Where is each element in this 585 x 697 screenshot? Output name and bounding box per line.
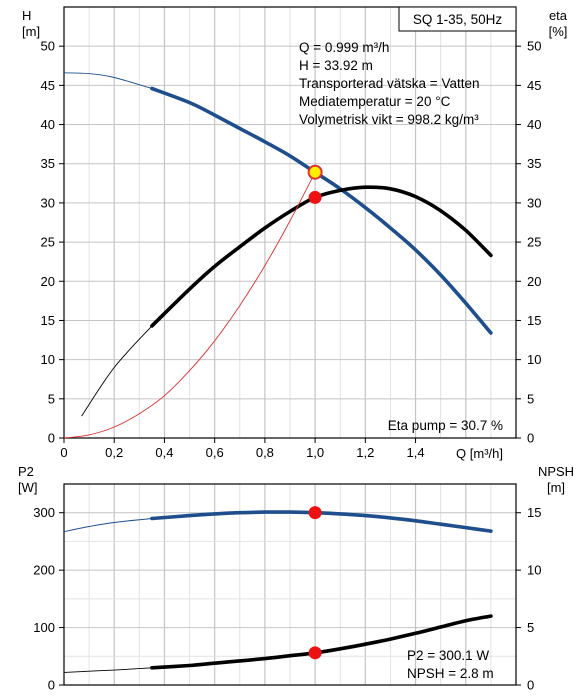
y2-axis-unit-npsh: [m] xyxy=(547,480,565,495)
system-curve xyxy=(63,172,316,439)
y2-axis-label-npsh: NPSH xyxy=(538,464,574,479)
y2-tick-label: 45 xyxy=(527,78,541,93)
x-tick-label: 0,6 xyxy=(206,445,224,460)
info-line-temperature: Mediatemperatur = 20 °C xyxy=(299,94,451,109)
npsh-duty-point xyxy=(308,646,322,660)
y2-tick-label: 30 xyxy=(527,195,541,210)
y2-tick-label: 0 xyxy=(527,431,534,446)
eta-pump-note: Eta pump = 30.7 % xyxy=(388,418,503,433)
top-ticks: 0 0,2 0,4 0,6 0,8 1,0 1,2 1,4 0 5 10 15 20 25 30 35 40 45… xyxy=(41,39,542,460)
eta-curve-extension xyxy=(81,325,153,417)
y2-tick-label: 15 xyxy=(527,313,541,328)
x-tick-label: 1,0 xyxy=(306,445,324,460)
head-curve xyxy=(150,86,493,335)
y-tick-label: 35 xyxy=(41,156,55,171)
y2-tick-label: 10 xyxy=(527,563,541,578)
y-tick-label: 20 xyxy=(41,274,55,289)
info-line-h: H = 33.92 m xyxy=(299,58,373,73)
operating-info: Q = 0.999 m³/h H = 33.92 m Transporterad… xyxy=(299,40,479,127)
y2-tick-label: 35 xyxy=(527,156,541,171)
y-tick-label: 300 xyxy=(33,505,55,520)
y-tick-label: 200 xyxy=(33,563,55,578)
y2-tick-label: 50 xyxy=(527,39,541,54)
y-tick-label: 0 xyxy=(48,678,55,693)
y-tick-label: 0 xyxy=(48,431,55,446)
p2-curve-extension xyxy=(63,518,152,533)
y2-tick-label: 5 xyxy=(527,620,534,635)
info-line-q: Q = 0.999 m³/h xyxy=(299,40,389,55)
x-tick-label: 1,2 xyxy=(356,445,374,460)
y2-axis-unit-eta: [%] xyxy=(549,24,568,39)
y-tick-label: 40 xyxy=(41,117,55,132)
y-axis-label-h: H xyxy=(22,8,31,23)
top-curves xyxy=(63,72,493,439)
y-tick-label: 100 xyxy=(33,620,55,635)
x-tick-label: 0,2 xyxy=(105,445,123,460)
y2-tick-label: 10 xyxy=(527,352,541,367)
power-npsh-panel: 0 100 200 300 0 5 10 15 P2 [W] NPSH [m] P2 = 30… xyxy=(18,464,574,693)
info-line-p2: P2 = 300.1 W xyxy=(407,648,489,663)
npsh-curve xyxy=(150,614,493,670)
performance-panel: 0 0,2 0,4 0,6 0,8 1,0 1,2 1,4 0 5 10 15 20 25 30 35 40 45… xyxy=(22,6,568,461)
y-tick-label: 10 xyxy=(41,352,55,367)
y2-axis-label-eta: eta xyxy=(549,8,568,23)
y2-tick-label: 20 xyxy=(527,274,541,289)
info-line-npsh: NPSH = 2.8 m xyxy=(407,666,494,681)
bottom-ticks: 0 100 200 300 0 5 10 15 xyxy=(33,505,541,692)
x-tick-label: 1,4 xyxy=(407,445,425,460)
head-duty-point xyxy=(307,164,323,180)
p2-duty-point xyxy=(308,506,322,520)
top-grid xyxy=(64,7,516,438)
y2-tick-label: 5 xyxy=(527,391,534,406)
npsh-curve-extension xyxy=(63,667,152,673)
x-axis-label-q: Q [m³/h] xyxy=(456,446,503,461)
top-plot-frame xyxy=(63,6,517,439)
y-tick-label: 5 xyxy=(48,391,55,406)
x-tick-label: 0 xyxy=(60,445,67,460)
bottom-curves xyxy=(63,506,493,673)
y2-tick-label: 0 xyxy=(527,678,534,693)
info-line-liquid: Transporterad vätska = Vatten xyxy=(299,76,479,91)
y2-tick-label: 15 xyxy=(527,505,541,520)
info-line-density: Volymetrisk vikt = 998.2 kg/m³ xyxy=(299,112,479,127)
y-axis-label-p2: P2 xyxy=(18,464,34,479)
y2-tick-label: 25 xyxy=(527,235,541,250)
eta-curve xyxy=(150,185,493,328)
y-tick-label: 15 xyxy=(41,313,55,328)
bottom-plot-frame xyxy=(63,483,517,686)
eta-duty-point xyxy=(308,190,322,204)
y-tick-label: 30 xyxy=(41,195,55,210)
chart-title: SQ 1-35, 50Hz xyxy=(413,12,503,27)
y-tick-label: 50 xyxy=(41,39,55,54)
p2-curve xyxy=(150,510,493,533)
y-tick-label: 45 xyxy=(41,78,55,93)
y2-tick-label: 40 xyxy=(527,117,541,132)
x-tick-label: 0,4 xyxy=(155,445,173,460)
y-axis-unit-h: [m] xyxy=(22,24,40,39)
title-box xyxy=(398,6,517,32)
y-tick-label: 25 xyxy=(41,235,55,250)
x-tick-label: 0,8 xyxy=(256,445,274,460)
head-curve-extension xyxy=(63,72,153,89)
y-axis-unit-p2: [W] xyxy=(18,480,38,495)
